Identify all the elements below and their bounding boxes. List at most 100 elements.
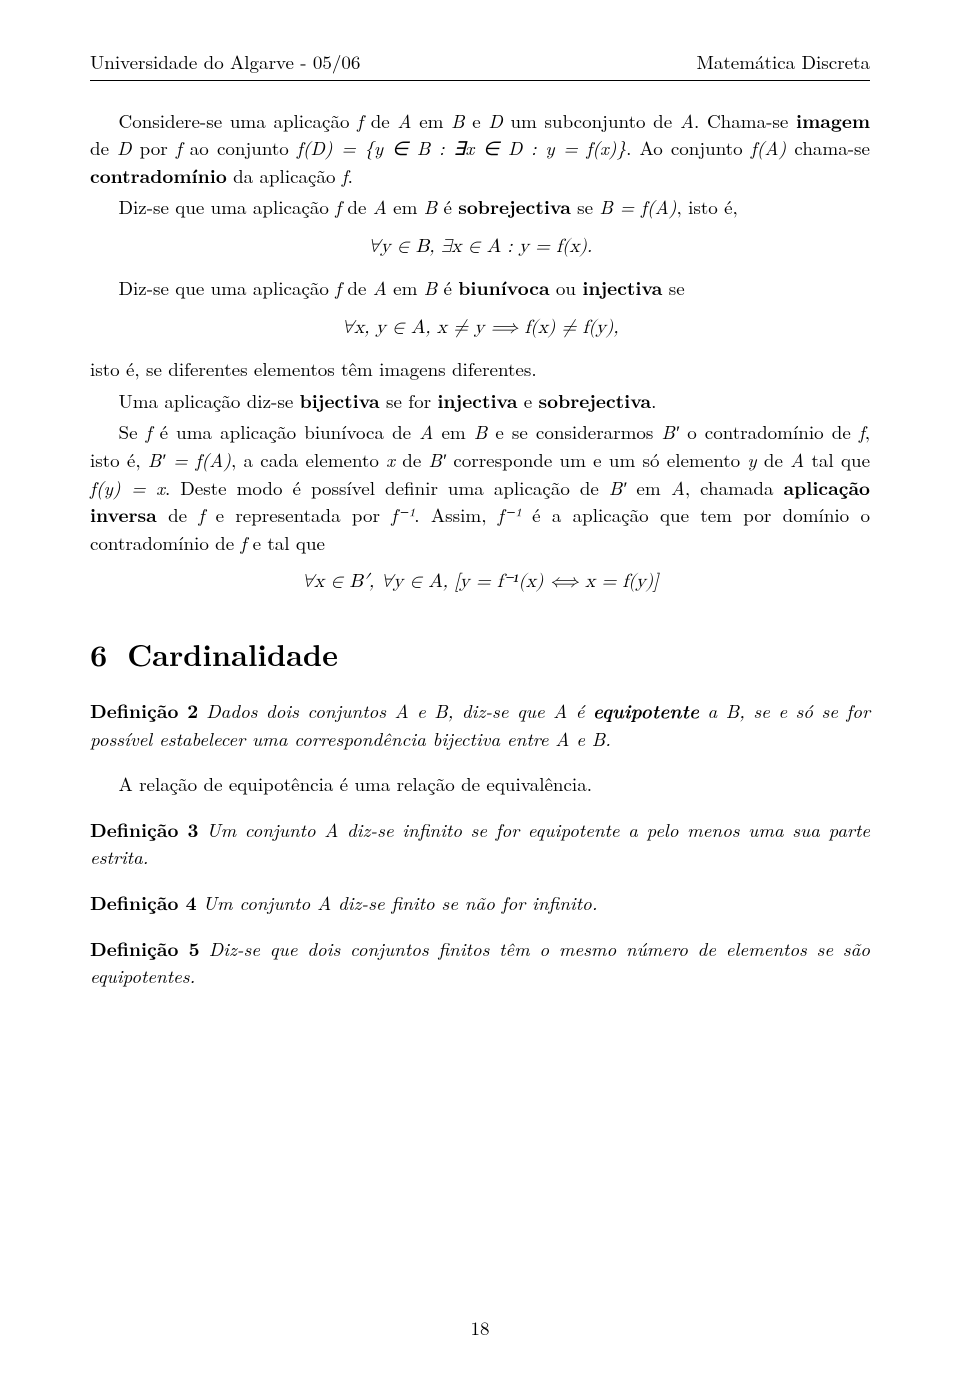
paragraph-bijectiva: Uma aplicação diz-se bijectiva se for in… — [90, 387, 870, 415]
math-Bprime: B′ — [429, 446, 447, 473]
text: por — [132, 134, 176, 161]
math-fyex: f(y) = x — [90, 474, 165, 501]
text: em — [387, 274, 424, 301]
paragraph-istoe: isto é, se diferentes elementos têm imag… — [90, 355, 870, 383]
math-B: B — [424, 193, 437, 220]
text: Diz-se que uma aplicação — [119, 274, 336, 301]
term-sobrejectiva: sobrejectiva — [539, 386, 652, 414]
math-B: B — [451, 107, 464, 134]
text: . — [348, 162, 353, 189]
term-bijectiva: bijectiva — [300, 386, 380, 414]
text: corresponde um e um só elemento — [446, 446, 747, 473]
math-BprimeFA: B′ = f(A) — [148, 446, 231, 473]
math-Bprime: B′ — [662, 418, 680, 445]
math-fA: f(A) — [751, 134, 787, 161]
text: , diz-se que — [448, 697, 553, 724]
text: Um conjunto — [203, 889, 317, 916]
math-finv: f⁻¹ — [391, 501, 414, 528]
text: de — [157, 501, 199, 528]
text: diz-se finito se não for infinito. — [331, 889, 597, 916]
page: Universidade do Algarve - 05/06 Matemáti… — [0, 0, 960, 1382]
term-injectiva: injectiva — [582, 273, 662, 301]
paragraph-imagem: Considere-se uma aplicação f de A em B e… — [90, 107, 870, 190]
section-heading: 6Cardinalidade — [90, 632, 870, 676]
text: Um conjunto — [207, 816, 325, 843]
math-A: A — [324, 816, 338, 843]
definition-5: Definição 5 Diz-se que dois conjuntos fi… — [90, 935, 870, 990]
paragraph-inversa: Se f é uma aplicação biunívoca de A em B… — [90, 418, 870, 556]
term-biunivoca: biunívoca — [458, 273, 549, 301]
text: de — [90, 134, 117, 161]
math-A: A — [373, 274, 387, 301]
math-A: A — [553, 697, 567, 724]
text: a — [699, 697, 726, 724]
section-title: Cardinalidade — [127, 632, 338, 675]
math-B: B — [726, 697, 739, 724]
math-B: B — [434, 697, 447, 724]
text: de — [757, 446, 791, 473]
text: de — [341, 274, 373, 301]
header-right: Matemática Discreta — [696, 48, 870, 76]
math-A: A — [373, 193, 387, 220]
definition-2: Definição 2 Dados dois conjuntos A e B, … — [90, 697, 870, 752]
term-contradominio: contradomínio — [90, 161, 227, 189]
math-D: D — [117, 134, 131, 161]
text: chama-se — [786, 134, 870, 161]
math-x: x — [386, 446, 395, 473]
page-header: Universidade do Algarve - 05/06 Matemáti… — [90, 48, 870, 76]
text: ao conjunto — [182, 134, 297, 161]
text: . Assim, — [414, 501, 498, 528]
text: um subconjunto de — [503, 107, 680, 134]
text: Uma aplicação diz-se — [119, 387, 300, 414]
math-BfA: B = f(A) — [599, 193, 676, 220]
math-Bprime: B′ — [609, 474, 627, 501]
math-A: A — [555, 725, 569, 752]
math-A: A — [317, 889, 331, 916]
text: de — [395, 446, 429, 473]
math-finv: f⁻¹ — [498, 501, 521, 528]
math-B: B — [474, 418, 487, 445]
math-y: y — [747, 446, 756, 473]
math-A: A — [419, 418, 433, 445]
text: . Ao conjunto — [626, 134, 751, 161]
text: . — [605, 725, 611, 752]
display-eq-1: ∀y ∈ B, ∃x ∈ A : y = f(x). — [90, 233, 870, 261]
math-B: B — [424, 274, 437, 301]
paragraph-sobrejectiva: Diz-se que uma aplicação f de A em B é s… — [90, 193, 870, 221]
text: Considere-se uma aplicação — [119, 107, 358, 134]
text: Se — [119, 418, 146, 445]
text: em — [412, 107, 452, 134]
text: e — [569, 725, 591, 752]
math-B: B — [592, 725, 605, 752]
def-body: Diz-se que dois conjuntos finitos têm o … — [90, 935, 870, 990]
math-A: A — [397, 107, 411, 134]
math-A: A — [680, 107, 694, 134]
text: , a cada elemento — [231, 446, 386, 473]
text: e se considerarmos — [487, 418, 661, 445]
text: . — [651, 387, 656, 414]
text: , isto é, — [676, 193, 737, 220]
text: em — [387, 193, 424, 220]
text: e — [409, 697, 435, 724]
math-A: A — [790, 446, 804, 473]
header-rule — [90, 80, 870, 81]
text: em — [626, 474, 670, 501]
text: é — [437, 193, 458, 220]
text: e — [465, 107, 489, 134]
header-left: Universidade do Algarve - 05/06 — [90, 48, 360, 76]
text: é — [437, 274, 458, 301]
term-equipotente: equipotente — [593, 696, 699, 724]
text: se for — [380, 387, 438, 414]
def-label: Definição 5 — [90, 934, 200, 962]
text: é uma aplicação biunívoca de — [151, 418, 419, 445]
definition-4: Definição 4 Um conjunto A diz-se finito … — [90, 889, 870, 917]
term-sobrejectiva: sobrejectiva — [458, 192, 571, 220]
math-D: D — [488, 107, 502, 134]
text: o contradomínio de — [679, 418, 859, 445]
text: e representada por — [204, 501, 391, 528]
text: e — [517, 387, 538, 414]
text: é — [567, 697, 593, 724]
text: Dados dois conjuntos — [206, 697, 394, 724]
math-fD: f(D) = {y ∈ B : ∃x ∈ D : y = f(x)} — [297, 134, 626, 161]
text: tal que — [804, 446, 870, 473]
